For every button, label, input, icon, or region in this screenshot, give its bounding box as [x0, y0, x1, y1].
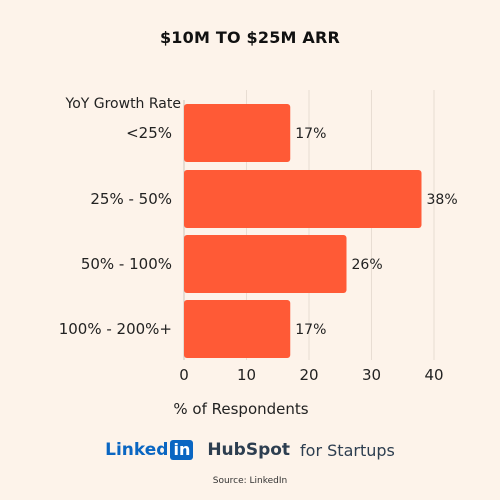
- data-label: 38%: [427, 192, 458, 208]
- linkedin-logo-text: Linked: [105, 440, 169, 460]
- category-label: 25% - 50%: [90, 190, 172, 208]
- data-label: 26%: [352, 257, 383, 273]
- x-tick-label: 0: [179, 366, 189, 384]
- linkedin-logo-box: in: [170, 440, 194, 460]
- x-tick-label: 40: [424, 366, 443, 384]
- linkedin-logo: Linked in: [105, 440, 194, 460]
- x-tick-label: 30: [362, 366, 381, 384]
- startups-label: for Startups: [300, 440, 395, 460]
- x-tick-label: 10: [237, 366, 256, 384]
- bar: [184, 170, 422, 228]
- x-tick-label: 20: [299, 366, 318, 384]
- bar: [184, 235, 347, 293]
- bar: [184, 300, 291, 358]
- source-note: Source: LinkedIn: [212, 476, 288, 486]
- data-label: 17%: [295, 126, 326, 142]
- category-label: 100% - 200%+: [59, 320, 172, 338]
- x-axis-title: % of Respondents: [173, 400, 308, 418]
- category-axis-label: YoY Growth Rate: [65, 96, 182, 112]
- category-label: 50% - 100%: [81, 255, 172, 273]
- footer-logos: Linked in HubSpot for Startups: [0, 436, 500, 464]
- bar-chart: 0 10 20 30 40 YoY Growth Rate <25% 17% 25% - 50%…: [59, 90, 458, 418]
- category-label: <25%: [126, 124, 172, 142]
- bar: [184, 104, 291, 162]
- data-label: 17%: [295, 322, 326, 338]
- chart-title: $10M TO $25M ARR: [159, 28, 341, 47]
- hubspot-logo: HubSpot: [207, 440, 291, 460]
